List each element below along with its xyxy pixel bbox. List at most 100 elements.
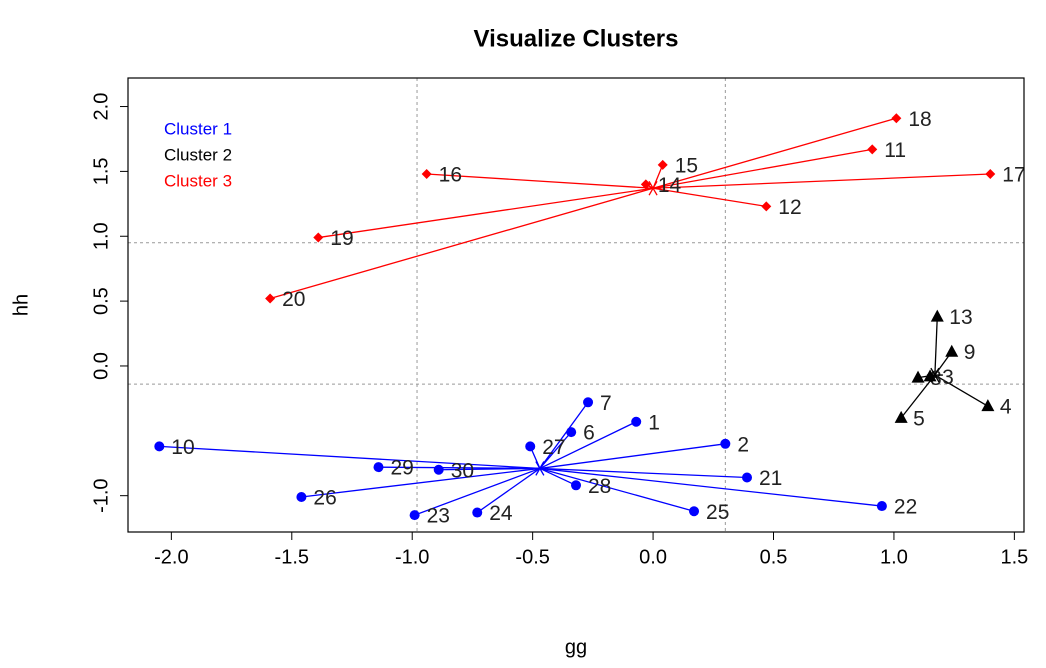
x-tick-label: 1.0 <box>880 546 908 568</box>
point-label: 12 <box>778 196 801 219</box>
point <box>433 464 444 475</box>
point-label: 13 <box>949 306 972 329</box>
point <box>742 472 753 483</box>
y-tick-label: -1.0 <box>90 478 112 512</box>
point-label: 23 <box>427 505 450 528</box>
x-tick-label: -1.0 <box>395 546 429 568</box>
point <box>296 491 307 502</box>
point <box>640 179 651 190</box>
x-tick-label: -1.5 <box>275 546 309 568</box>
point <box>720 438 731 449</box>
point-label: 25 <box>706 501 729 524</box>
point <box>891 113 902 124</box>
point-label: 16 <box>439 164 462 187</box>
point <box>911 370 925 383</box>
point-label: 8 <box>930 367 942 390</box>
point <box>154 441 165 452</box>
point <box>930 309 944 322</box>
point <box>583 397 594 408</box>
point-label: 6 <box>583 422 595 445</box>
point <box>985 168 996 179</box>
chart-title: Visualize Clusters <box>474 25 679 52</box>
spoke <box>900 374 936 419</box>
point <box>867 144 878 155</box>
spoke <box>301 467 540 498</box>
point <box>525 441 536 452</box>
point <box>945 344 959 357</box>
center-stroke <box>648 181 658 196</box>
y-tick-label: 1.0 <box>90 222 112 250</box>
point-label: 22 <box>894 496 917 519</box>
y-tick-label: 2.0 <box>90 93 112 121</box>
point <box>876 501 887 512</box>
y-tick-label: 0.5 <box>90 287 112 315</box>
spoke <box>539 467 882 507</box>
point <box>373 462 384 473</box>
point <box>631 416 642 427</box>
point <box>409 510 420 521</box>
x-tick-label: 1.5 <box>1000 546 1028 568</box>
point-label: 1 <box>648 411 660 434</box>
point <box>761 201 772 212</box>
y-tick-label: 1.5 <box>90 157 112 185</box>
point-label: 5 <box>913 407 925 430</box>
point <box>566 427 577 438</box>
spoke <box>539 467 695 512</box>
spoke <box>438 467 540 471</box>
spoke <box>539 467 577 486</box>
point-label: 11 <box>884 139 906 162</box>
point-label: 29 <box>390 457 413 480</box>
point <box>894 410 908 423</box>
x-tick-label: -2.0 <box>154 546 188 568</box>
point-label: 20 <box>282 288 305 311</box>
cluster-center <box>531 461 548 476</box>
spoke <box>934 316 938 376</box>
spoke <box>476 467 541 514</box>
legend-label: Cluster 2 <box>164 145 232 164</box>
point-label: 3 <box>942 366 954 389</box>
spoke <box>934 374 989 407</box>
point-label: 27 <box>542 436 565 459</box>
x-tick-label: 0.0 <box>639 546 667 568</box>
point <box>265 293 276 304</box>
point-label: 15 <box>675 154 698 177</box>
point-label: 18 <box>908 108 931 131</box>
spoke <box>318 187 654 239</box>
spoke <box>652 117 897 189</box>
spoke <box>652 187 767 208</box>
point-label: 4 <box>1000 396 1012 419</box>
spoke <box>539 467 748 479</box>
cluster-center <box>645 181 662 196</box>
point-label: 14 <box>658 174 682 197</box>
y-tick-label: 0.0 <box>90 352 112 380</box>
spoke <box>159 445 540 470</box>
spoke <box>539 443 726 470</box>
spoke <box>426 173 654 189</box>
x-axis-label: gg <box>565 636 587 658</box>
spoke <box>539 421 637 470</box>
point-label: 10 <box>171 436 194 459</box>
point-label: 7 <box>600 392 612 415</box>
plot-frame <box>127 77 1025 533</box>
point <box>571 480 581 491</box>
legend-label: Cluster 3 <box>164 171 232 190</box>
point <box>313 232 324 243</box>
point-label: 17 <box>1002 164 1025 187</box>
center-stroke <box>930 367 940 383</box>
spoke <box>539 431 572 469</box>
spoke <box>653 173 991 189</box>
spoke <box>652 148 873 189</box>
y-axis-label: hh <box>10 294 32 316</box>
point-label: 24 <box>489 502 513 525</box>
legend-label: Cluster 1 <box>164 119 232 138</box>
point-label: 30 <box>451 459 474 482</box>
point-label: 21 <box>759 467 782 490</box>
point <box>981 399 995 412</box>
point-label: 19 <box>330 227 353 250</box>
point <box>472 507 483 518</box>
spoke <box>269 187 654 300</box>
spoke <box>414 467 541 516</box>
